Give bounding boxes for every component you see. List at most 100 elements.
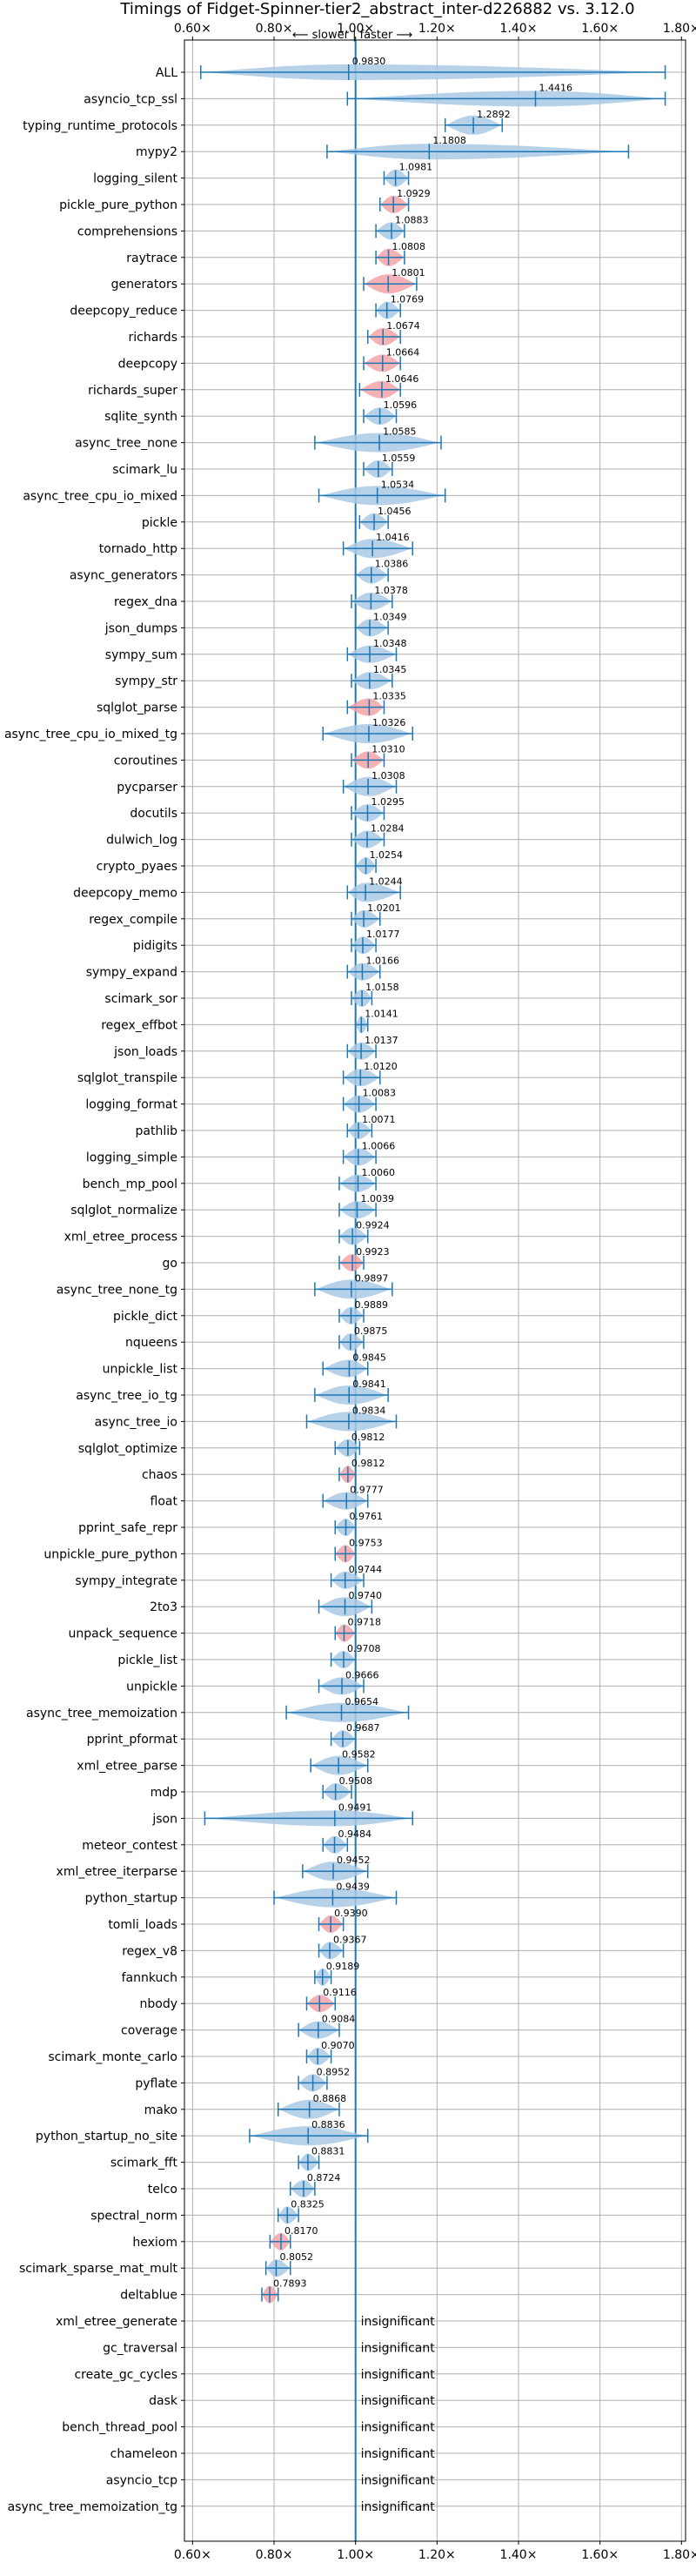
chart-title: Timings of Fidget-Spinner-tier2_abstract… [119, 0, 634, 18]
benchmark-label: float [151, 1495, 178, 1509]
value-label: 1.0456 [378, 506, 412, 517]
benchmark-label: xml_etree_generate [56, 2315, 177, 2329]
benchmark-label: sympy_sum [105, 648, 177, 662]
value-label: 0.9834 [352, 1405, 386, 1416]
benchmark-label: xml_etree_parse [77, 1760, 177, 1774]
benchmark-label: mdp [151, 1786, 178, 1800]
value-label: 1.0534 [381, 479, 415, 490]
benchmark-label: sympy_integrate [75, 1574, 177, 1588]
benchmark-label: typing_runtime_protocols [23, 119, 177, 133]
value-label: 1.0349 [373, 611, 407, 622]
benchmark-label: logging_simple [86, 1150, 177, 1164]
benchmark-label: hexiom [132, 2236, 177, 2250]
value-label: 0.9924 [356, 1220, 390, 1231]
value-label: 0.9390 [334, 1908, 368, 1919]
value-label: 1.0177 [366, 929, 400, 940]
benchmark-label: pyflate [135, 2076, 177, 2090]
benchmark-label: scimark_sparse_mat_mult [19, 2262, 177, 2276]
benchmark-label: go [163, 1257, 177, 1271]
benchmark-label: pidigits [133, 939, 177, 953]
value-label: 1.0158 [365, 982, 399, 993]
value-label: 0.8952 [317, 2066, 351, 2077]
x-tick-label-bottom: 1.20× [418, 2548, 456, 2562]
x-tick-label-bottom: 1.60× [581, 2548, 619, 2562]
x-tick-label-top: 1.00× [337, 22, 374, 36]
value-label: 0.8052 [279, 2251, 313, 2263]
axis-layer: 0.60× 0.60× 0.80× 0.80× 1.00× 1.00× 1.20× 1.20×… [4, 22, 696, 2562]
x-tick-label-bottom: 1.80× [663, 2548, 696, 2562]
benchmark-label: coroutines [114, 754, 177, 768]
value-label: 1.1808 [432, 135, 465, 146]
value-label: 1.0137 [365, 1035, 398, 1046]
benchmark-label: python_startup [85, 1892, 177, 1906]
value-label: 0.9889 [354, 1299, 388, 1311]
value-label: 1.0345 [373, 664, 407, 675]
x-tick-label-top: 1.80× [663, 22, 696, 36]
benchmark-label: sqlglot_transpile [77, 1071, 177, 1085]
benchmark-label: deltablue [120, 2289, 177, 2303]
benchmark-label: dulwich_log [106, 834, 177, 848]
value-label: 1.0166 [365, 956, 399, 967]
benchmark-label: raytrace [126, 252, 177, 265]
insignificant-label: insignificant [361, 2394, 436, 2408]
value-label: 0.9708 [347, 1643, 381, 1654]
value-label: 0.9875 [354, 1325, 388, 1337]
insignificant-label: insignificant [361, 2315, 436, 2329]
benchmark-label: async_tree_io_tg [76, 1389, 177, 1403]
benchmark-label: scimark_sor [104, 992, 177, 1006]
value-label: 0.9740 [349, 1590, 383, 1601]
benchmark-label: unpack_sequence [69, 1627, 177, 1641]
benchmark-label: pathlib [136, 1124, 178, 1138]
value-label: 1.0664 [386, 346, 420, 358]
benchmark-label: async_tree_none [75, 437, 177, 451]
value-label: 0.9812 [351, 1458, 385, 1469]
benchmark-label: sympy_expand [86, 966, 177, 980]
x-tick-label-bottom: 0.60× [174, 2548, 211, 2562]
value-label: 1.0559 [382, 453, 416, 464]
benchmark-label: scimark_fft [110, 2157, 178, 2170]
insignificant-label: insignificant [361, 2473, 436, 2487]
benchmark-label: deepcopy_memo [73, 886, 177, 900]
value-label: 1.0120 [364, 1061, 398, 1072]
value-label: 0.9753 [349, 1537, 383, 1548]
value-label: 1.0416 [376, 532, 410, 543]
insignificant-label: insignificant [361, 2368, 436, 2382]
value-label: 1.0585 [383, 426, 417, 438]
value-label: 0.9761 [349, 1511, 383, 1522]
benchmark-label: json_loads [113, 1045, 177, 1059]
benchmark-label: async_tree_cpu_io_mixed_tg [4, 728, 177, 741]
value-label: 1.0929 [397, 188, 431, 199]
benchmark-label: sqlglot_optimize [78, 1442, 177, 1456]
value-label: 1.0066 [362, 1140, 396, 1151]
benchmark-label: pickle_list [117, 1654, 177, 1667]
benchmark-label: richards [129, 331, 178, 345]
value-label: 0.8831 [311, 2146, 345, 2157]
benchmark-label: async_tree_memoization [26, 1707, 177, 1721]
benchmark-label: sqlite_synth [104, 410, 177, 424]
value-label: 1.0308 [371, 770, 405, 782]
value-label: 0.8836 [311, 2119, 345, 2130]
value-label: 1.0348 [373, 638, 407, 649]
value-label: 0.9897 [355, 1272, 389, 1284]
value-label: 0.9367 [333, 1934, 367, 1945]
benchmark-label: ALL [156, 66, 177, 80]
x-tick-label-top: 0.60× [174, 22, 211, 36]
benchmark-label: comprehensions [77, 225, 177, 238]
benchmark-label: async_tree_memoization_tg [8, 2500, 177, 2514]
value-label: 0.9923 [356, 1246, 390, 1258]
label-layer: 0.9830 1.4416 1.2892 1.1808 1.0981 1.0929 1.08… [273, 56, 572, 2514]
value-label: 1.0801 [392, 267, 425, 278]
plot-frame [184, 39, 686, 2542]
insignificant-label: insignificant [361, 2447, 436, 2461]
direction-label: ⟵ slower | faster ⟶ [292, 29, 412, 42]
benchmark-label: logging_silent [93, 172, 177, 186]
value-label: 1.0981 [399, 162, 433, 173]
benchmark-label: nbody [140, 1997, 178, 2011]
value-label: 1.0254 [370, 849, 404, 861]
value-label: 1.0201 [367, 902, 401, 914]
grid-layer [184, 40, 686, 2541]
benchmark-label: create_gc_cycles [74, 2368, 177, 2382]
x-tick-label-top: 1.20× [418, 22, 456, 36]
benchmark-label: sqlglot_normalize [70, 1204, 177, 1218]
